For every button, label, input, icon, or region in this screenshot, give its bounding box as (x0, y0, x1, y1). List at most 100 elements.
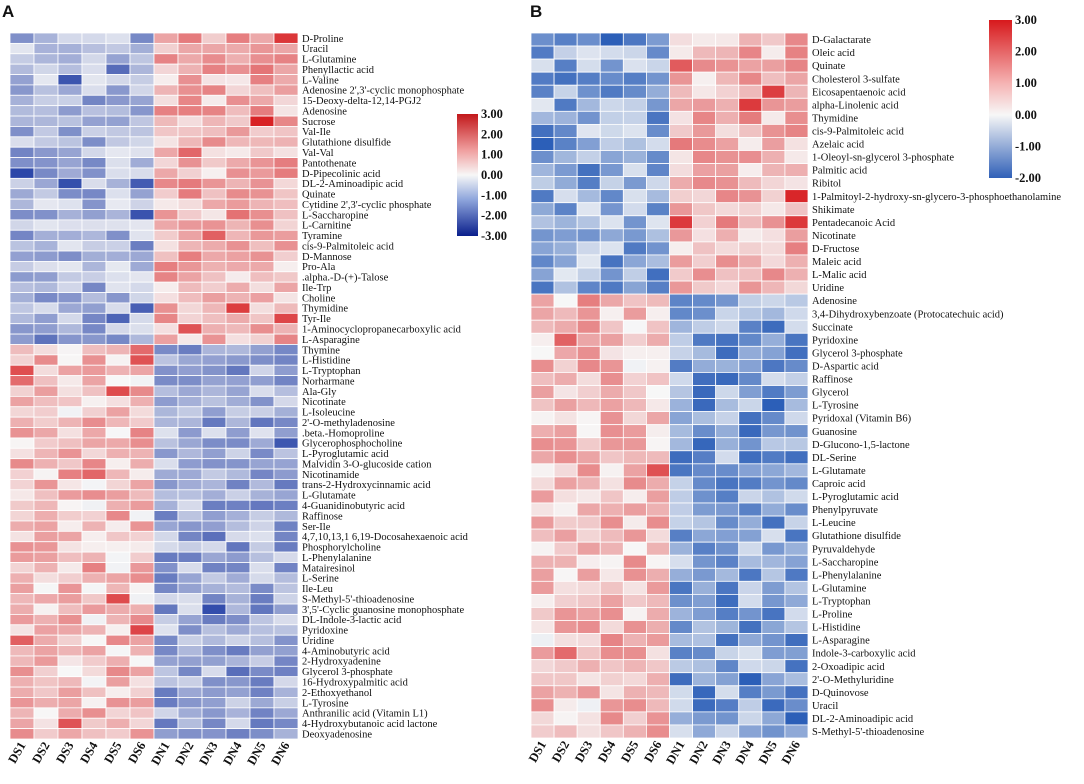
heatmap-cell (576, 123, 601, 138)
heatmap-cell (692, 293, 717, 308)
heatmap-cell (153, 344, 179, 356)
heatmap-cell (177, 84, 203, 96)
heatmap-cell (576, 345, 601, 360)
heatmap-cell (622, 267, 647, 282)
heatmap-cell (105, 375, 131, 387)
heatmap-cell (249, 728, 275, 740)
heatmap-cell (57, 209, 83, 221)
heatmap-cell (273, 105, 299, 117)
heatmap-cell (553, 228, 578, 243)
heatmap-cell (249, 53, 275, 65)
heatmap-cell (201, 437, 227, 449)
heatmap-cell (599, 476, 624, 491)
heatmap-cell (761, 593, 786, 608)
heatmap-cell (530, 724, 555, 739)
heatmap-cell (530, 71, 555, 86)
heatmap-cell (81, 271, 107, 283)
column-label: DN4 (220, 739, 245, 768)
row-label: L-Histidine (812, 623, 861, 634)
heatmap-cell (273, 157, 299, 169)
heatmap-cell (738, 267, 763, 282)
heatmap-cell (622, 345, 647, 360)
heatmap-cell (105, 333, 131, 345)
heatmap-cell (81, 520, 107, 532)
heatmap-cell (201, 42, 227, 55)
heatmap-cell (530, 215, 555, 230)
heatmap-cell (784, 254, 809, 269)
heatmap-cell (9, 188, 35, 200)
heatmap-cell (273, 582, 299, 595)
heatmap-cell (105, 240, 131, 252)
heatmap-cell (57, 530, 83, 543)
heatmap-cell (622, 593, 647, 608)
heatmap-cell (530, 685, 555, 700)
heatmap-cell (57, 177, 83, 190)
heatmap-cell (129, 281, 155, 293)
heatmap-cell (33, 427, 59, 439)
heatmap-cell (81, 614, 107, 626)
column-label: DS5 (618, 739, 641, 765)
heatmap-cell (692, 580, 717, 595)
row-label: Anthranilic acid (Vitamin L1) (302, 709, 428, 720)
heatmap-cell (105, 63, 131, 75)
heatmap-cell (201, 63, 227, 75)
heatmap-cell (715, 71, 740, 86)
heatmap-cell (553, 659, 578, 674)
heatmap-cell (105, 146, 131, 158)
heatmap-cell (784, 554, 809, 569)
row-label: S-Methyl-5'-thioadenosine (812, 727, 924, 738)
heatmap-cell (201, 479, 227, 491)
heatmap-cell (669, 620, 693, 634)
legend-tick-label: -2.00 (481, 209, 507, 223)
heatmap-cell (177, 458, 203, 470)
heatmap-cell (129, 323, 155, 335)
heatmap-cell (576, 528, 601, 543)
heatmap-cell (249, 634, 275, 646)
heatmap-cell (9, 665, 35, 678)
row-label: 2'-O-methyladenosine (302, 418, 395, 429)
heatmap-cell (530, 385, 555, 399)
heatmap-cell (57, 364, 83, 377)
heatmap-cell (669, 672, 693, 687)
heatmap-cell (530, 450, 555, 465)
heatmap-cell (177, 468, 203, 480)
heatmap-cell (153, 292, 179, 304)
heatmap-cell (57, 261, 83, 273)
heatmap-cell (57, 250, 83, 262)
heatmap-cell (225, 479, 251, 491)
row-label: D-Pipecolinic acid (302, 169, 381, 180)
heatmap-cell (576, 254, 601, 269)
heatmap-cell (553, 32, 578, 47)
heatmap-cell (249, 136, 275, 148)
heatmap-cell (57, 499, 83, 511)
heatmap-cell (105, 126, 131, 138)
heatmap-cell (553, 567, 578, 582)
row-label: Glycerol 3-phosphate (812, 348, 903, 359)
heatmap-cell (81, 42, 107, 55)
heatmap-cell (669, 724, 693, 739)
heatmap-cell (784, 476, 809, 491)
heatmap-cell (201, 188, 227, 200)
heatmap-cell (273, 364, 299, 377)
heatmap-cell (249, 302, 275, 314)
heatmap-cell (249, 562, 275, 574)
heatmap-cell (81, 94, 107, 107)
row-label: Raffinose (302, 511, 343, 522)
heatmap-cell (201, 665, 227, 678)
heatmap-cell (692, 202, 717, 217)
heatmap-cell (249, 94, 275, 107)
heatmap-cell (9, 655, 35, 667)
heatmap-cell (81, 593, 107, 605)
row-label: Nicotinate (302, 397, 346, 408)
heatmap-cell (153, 582, 179, 595)
heatmap-cell (669, 515, 693, 530)
row-label: DL-2-Aminoadipic acid (812, 714, 914, 725)
heatmap-cell (81, 447, 107, 460)
heatmap-cell (576, 450, 601, 465)
heatmap-cell (715, 123, 740, 138)
heatmap-cell (129, 63, 155, 75)
heatmap-cell (273, 42, 299, 55)
heatmap-cell (646, 554, 670, 569)
heatmap-cell (669, 528, 693, 543)
row-label: L-Glutamine (812, 583, 867, 594)
